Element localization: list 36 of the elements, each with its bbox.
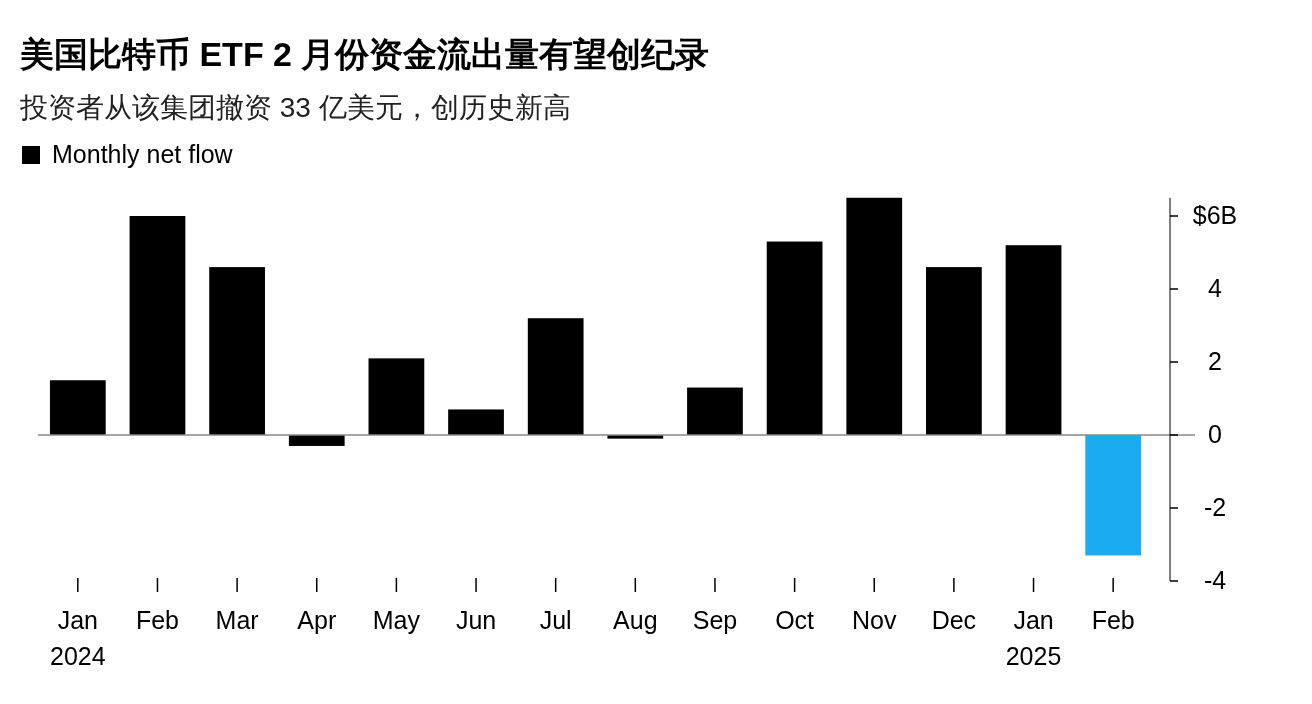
bar bbox=[288, 435, 345, 446]
x-tick-label: Aug bbox=[613, 606, 658, 634]
x-tick-label: Apr bbox=[297, 606, 337, 634]
chart-subtitle: 投资者从该集团撤资 33 亿美元，创历史新高 bbox=[19, 92, 571, 123]
bar bbox=[1005, 245, 1062, 435]
bar bbox=[687, 387, 743, 435]
y-tick-label: $6B bbox=[1192, 201, 1238, 229]
y-tick-label: -4 bbox=[1203, 566, 1227, 594]
x-tick-label: Sep bbox=[692, 606, 738, 634]
y-tick-label: 0 bbox=[1208, 420, 1222, 448]
y-tick-label: 4 bbox=[1208, 274, 1223, 302]
bar bbox=[209, 267, 265, 435]
bar bbox=[527, 318, 584, 435]
y-tick-label: -2 bbox=[1203, 493, 1227, 521]
bar bbox=[766, 241, 823, 435]
bar bbox=[1085, 435, 1142, 556]
bar bbox=[368, 358, 425, 435]
x-tick-label: Nov bbox=[852, 606, 897, 634]
y-tick-label: 2 bbox=[1208, 347, 1222, 375]
bar bbox=[129, 216, 186, 435]
x-tick-label: Mar bbox=[215, 606, 259, 634]
x-tick-label: May bbox=[372, 606, 421, 634]
x-tick-label: Jun bbox=[455, 606, 497, 634]
x-tick-label: Feb bbox=[1091, 606, 1135, 634]
x-tick-label: Oct bbox=[775, 606, 815, 634]
chart-title: 美国比特币 ETF 2 月份资金流出量有望创纪录 bbox=[19, 35, 710, 73]
x-tick-label: Jan 2025 bbox=[1005, 606, 1062, 670]
bar bbox=[846, 197, 903, 435]
x-tick-label: Feb bbox=[135, 606, 180, 634]
legend-label: Monthly net flow bbox=[52, 140, 234, 168]
x-tick-label: Dec bbox=[931, 606, 977, 634]
x-tick-label: Jan 2024 bbox=[50, 606, 106, 670]
bar bbox=[49, 380, 106, 435]
x-tick-label: Jul bbox=[539, 606, 572, 634]
bar bbox=[448, 409, 504, 435]
bar bbox=[926, 267, 982, 435]
